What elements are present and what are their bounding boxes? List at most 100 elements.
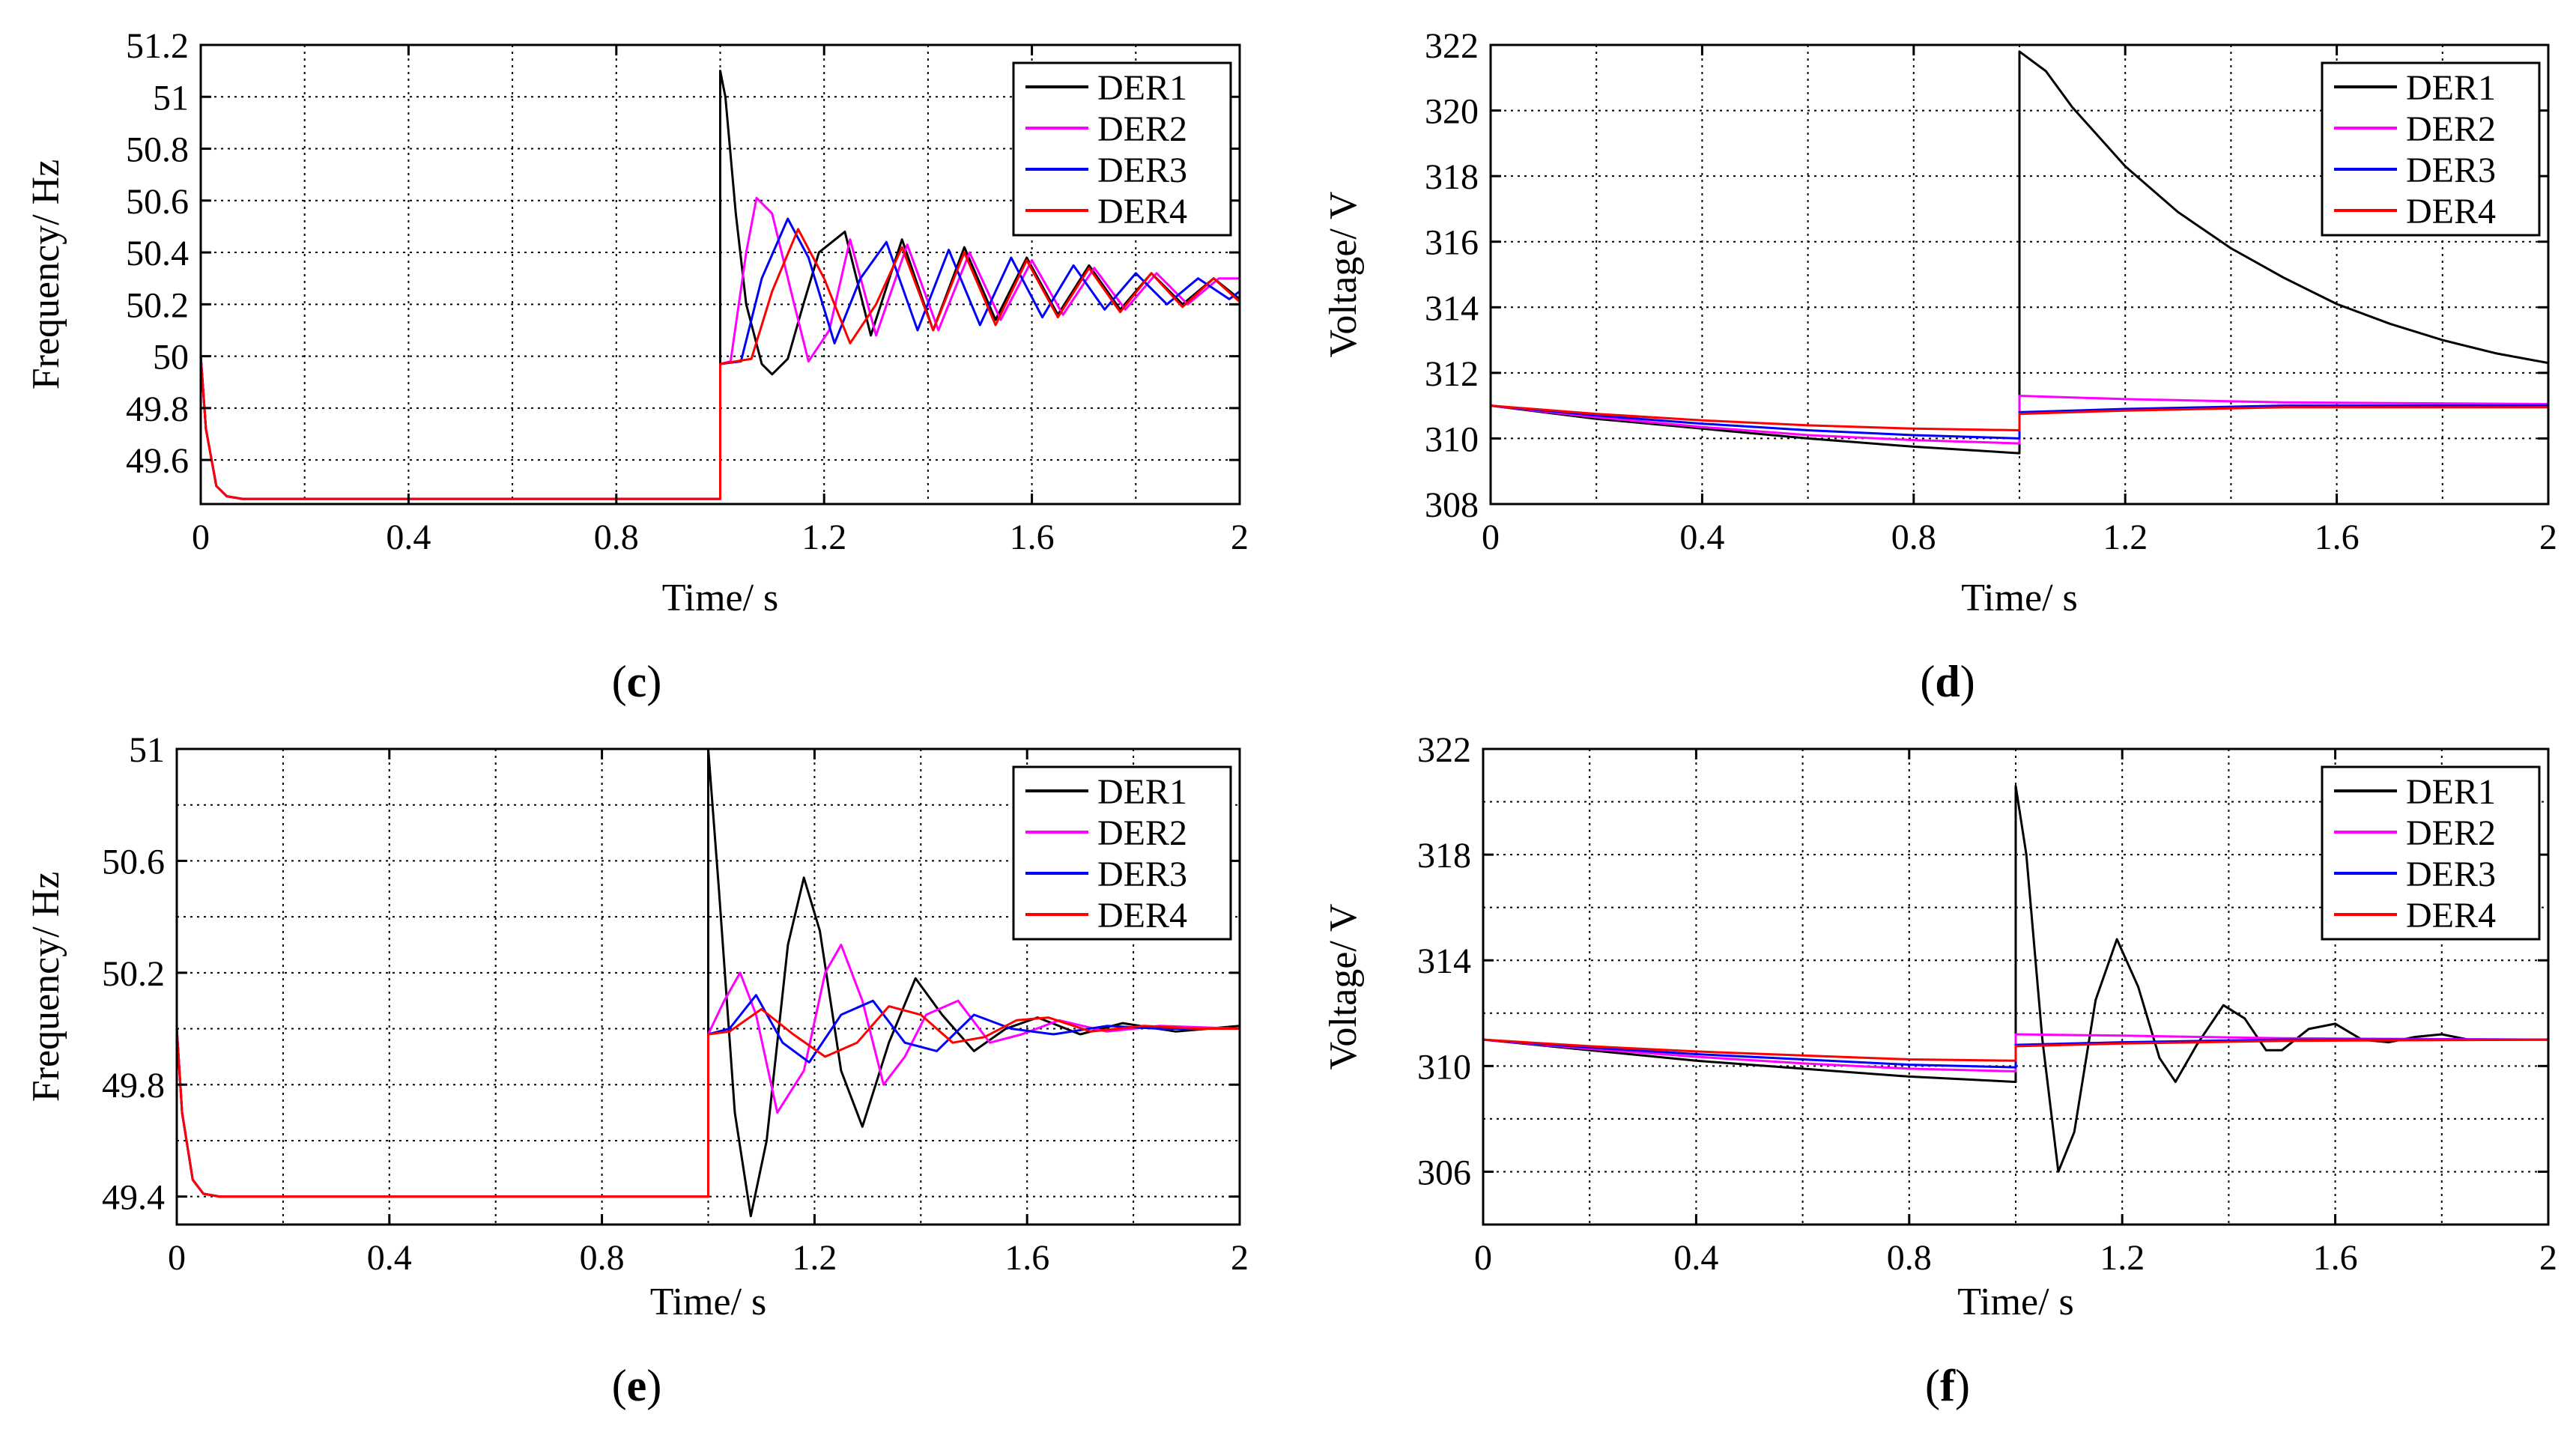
x-tick-label: 0.4 — [1679, 518, 1724, 557]
legend-label-der1: DER1 — [1097, 68, 1187, 108]
y-tick-label: 310 — [1417, 1047, 1471, 1087]
y-tick-label: 320 — [1425, 92, 1479, 132]
y-tick-label: 310 — [1425, 419, 1479, 459]
y-tick-label: 50.8 — [126, 130, 189, 170]
y-tick-label: 314 — [1425, 288, 1479, 328]
legend-label-der4: DER4 — [1097, 192, 1187, 231]
x-tick-label: 0 — [192, 518, 210, 557]
x-tick-label: 0 — [1482, 518, 1500, 557]
series-group — [1491, 50, 2548, 455]
x-tick-label: 1.6 — [2313, 1238, 2358, 1278]
chart-panel-e: 0 0.4 0.8 1.2 1.6 2 49.4 49.8 50.2 50.6 51 Time/ s F… — [25, 730, 1249, 1410]
x-tick-label: 2 — [1231, 518, 1249, 557]
legend-label-der3: DER3 — [2406, 151, 2496, 190]
series-line-der4 — [201, 228, 1240, 500]
panel-label: (f) — [1925, 1361, 1970, 1410]
y-tick-label: 51 — [129, 730, 165, 770]
x-tick-label: 2 — [2539, 518, 2557, 557]
chart-panel-f: 0 0.4 0.8 1.2 1.6 2 306 310 314 318 322 Time/ s Volt… — [1322, 730, 2557, 1410]
series-group — [1483, 784, 2548, 1173]
series-line-der4 — [1491, 404, 2548, 431]
x-tick-label: 2 — [2539, 1238, 2557, 1278]
y-axis-label: Voltage/ V — [1322, 192, 1365, 358]
y-axis-label: Voltage/ V — [1322, 904, 1365, 1070]
y-tick-label: 50.6 — [126, 182, 189, 222]
axes-frame — [1482, 747, 2550, 1226]
series-line-der2 — [1483, 1033, 2548, 1073]
y-tick-label: 316 — [1425, 223, 1479, 263]
x-tick-label: 1.6 — [1004, 1238, 1049, 1278]
x-tick-label: 0 — [168, 1238, 186, 1278]
series-line-der1 — [1491, 50, 2548, 455]
y-tick-label: 49.6 — [126, 441, 189, 481]
x-axis-label: Time/ s — [1961, 577, 2078, 619]
y-tick-label: 322 — [1417, 730, 1471, 770]
y-tick-label: 314 — [1417, 941, 1471, 981]
x-tick-label: 1.2 — [2100, 1238, 2145, 1278]
legend-label-der2: DER2 — [1097, 109, 1187, 149]
legend-label-der3: DER3 — [1097, 855, 1187, 894]
series-line-der3 — [1491, 404, 2548, 440]
y-tick-label: 50.6 — [102, 842, 165, 882]
y-tick-label: 49.4 — [102, 1178, 165, 1218]
series-group — [177, 749, 1240, 1218]
legend-box — [1012, 765, 1232, 941]
y-tick-label: 50.2 — [102, 954, 165, 994]
y-axis-label: Frequency/ Hz — [25, 160, 67, 390]
y-tick-label: 322 — [1425, 26, 1479, 66]
y-tick-label: 51 — [153, 78, 189, 118]
legend-box — [2321, 61, 2541, 237]
grid — [1491, 45, 2548, 504]
x-axis-label: Time/ s — [662, 577, 779, 619]
legend-label-der4: DER4 — [2406, 896, 2496, 935]
x-tick-label: 0 — [1474, 1238, 1492, 1278]
legend-box — [2321, 765, 2541, 941]
x-tick-label: 1.6 — [1010, 518, 1055, 557]
x-tick-label: 1.2 — [801, 518, 846, 557]
x-tick-label: 1.2 — [792, 1238, 837, 1278]
x-tick-label: 0.4 — [386, 518, 431, 557]
y-tick-label: 318 — [1417, 836, 1471, 876]
y-tick-label: 50.2 — [126, 285, 189, 325]
legend-label-der2: DER2 — [2406, 109, 2496, 149]
x-tick-label: 2 — [1231, 1238, 1249, 1278]
legend-label-der2: DER2 — [2406, 813, 2496, 853]
legend-label-der1: DER1 — [2406, 772, 2496, 812]
y-tick-label: 51.2 — [126, 26, 189, 66]
y-tick-label: 306 — [1417, 1153, 1471, 1192]
legend-label-der1: DER1 — [2406, 68, 2496, 108]
x-tick-label: 1.2 — [2103, 518, 2148, 557]
x-tick-label: 0.8 — [594, 518, 639, 557]
y-tick-label: 318 — [1425, 157, 1479, 197]
legend-label-der3: DER3 — [1097, 151, 1187, 190]
series-line-der4 — [1483, 1038, 2548, 1062]
series-line-der3 — [1483, 1038, 2548, 1069]
panel-label: (c) — [612, 657, 662, 706]
y-tick-label: 312 — [1425, 354, 1479, 394]
legend-box — [1012, 61, 1232, 237]
chart-panel-c: 0 0.4 0.8 1.2 1.6 2 49.6 49.8 50 50.2 50.4 50.6 50.8… — [25, 26, 1249, 706]
y-tick-label: 50.4 — [126, 234, 189, 273]
axes-frame — [175, 747, 1241, 1226]
x-tick-label: 1.6 — [2315, 518, 2360, 557]
legend-label-der2: DER2 — [1097, 813, 1187, 853]
axes-frame — [199, 43, 1241, 506]
y-tick-label: 49.8 — [102, 1066, 165, 1105]
series-line-der2 — [1491, 395, 2548, 445]
x-tick-label: 0.8 — [1887, 1238, 1932, 1278]
panel-label: (d) — [1920, 657, 1975, 706]
series-line-der4 — [177, 1005, 1240, 1198]
chart-panel-d: 0 0.4 0.8 1.2 1.6 2 308 310 312 314 316 318 320 322 Ti… — [1322, 26, 2557, 706]
axes-frame — [1489, 43, 2550, 506]
legend-label-der4: DER4 — [1097, 896, 1187, 935]
legend-label-der4: DER4 — [2406, 192, 2496, 231]
series-group — [201, 70, 1240, 500]
x-axis-label: Time/ s — [650, 1281, 767, 1323]
x-axis-label: Time/ s — [1957, 1281, 2074, 1323]
x-tick-label: 0.8 — [580, 1238, 625, 1278]
x-tick-label: 0.4 — [1673, 1238, 1718, 1278]
